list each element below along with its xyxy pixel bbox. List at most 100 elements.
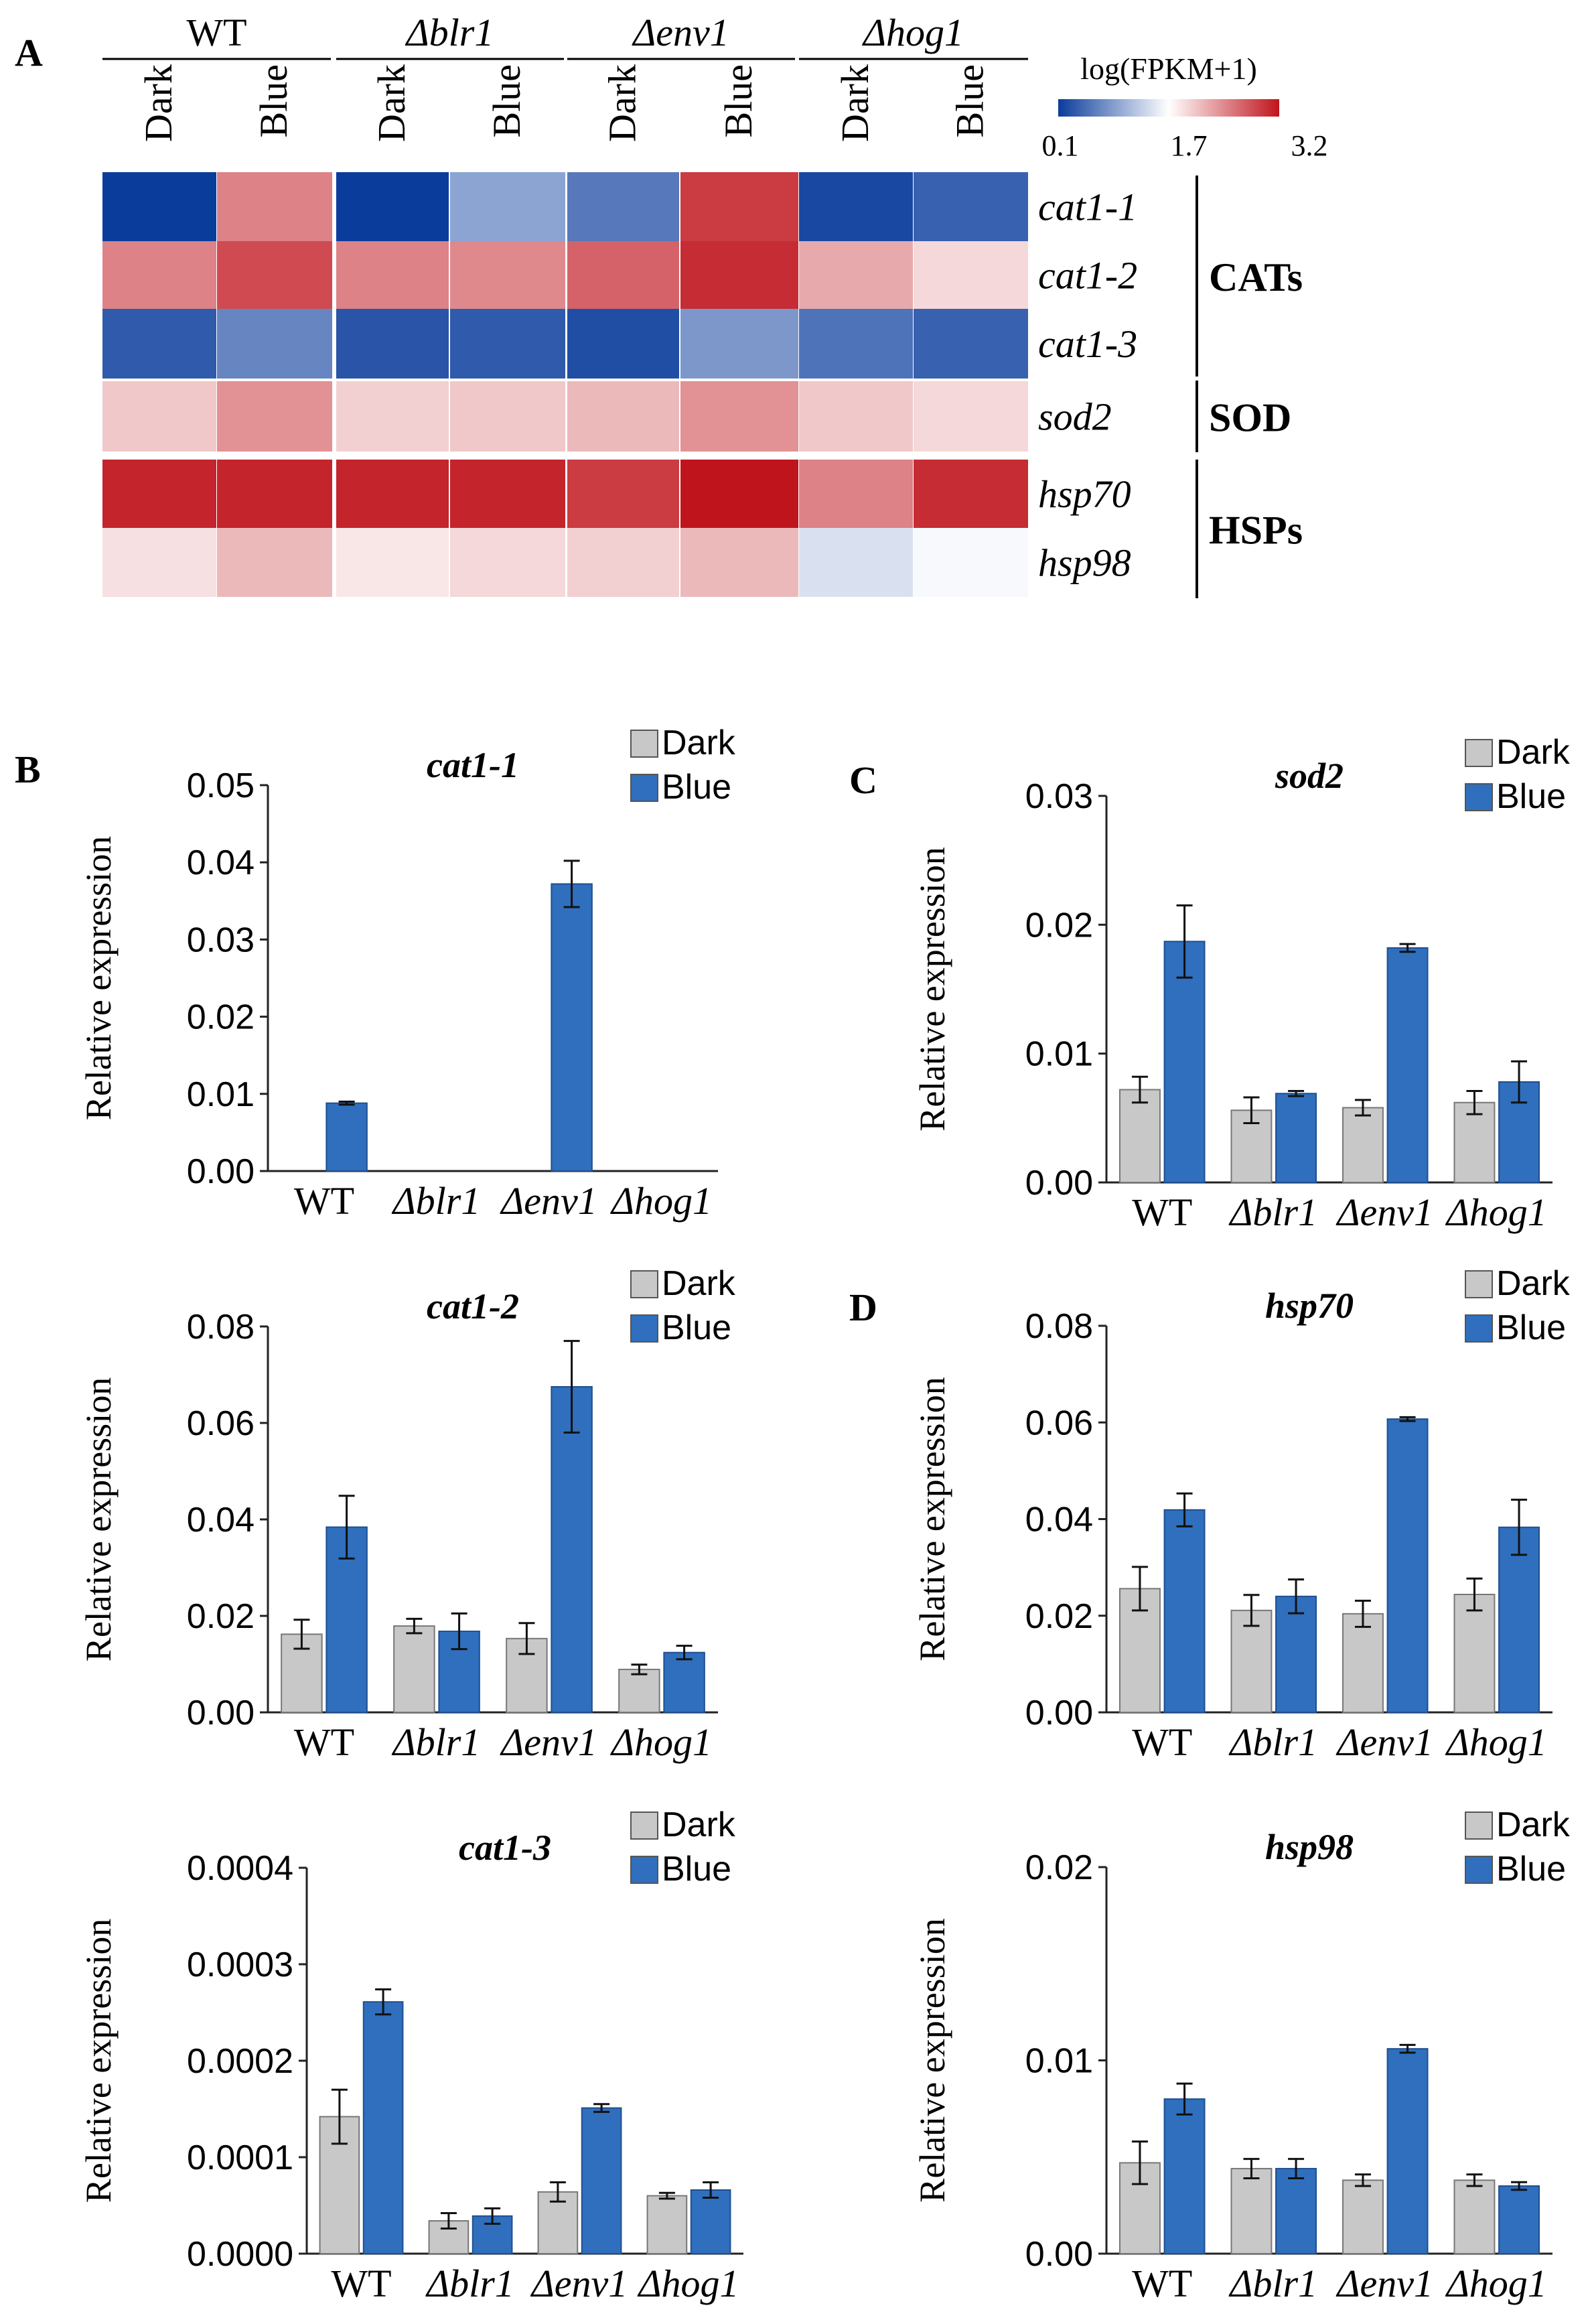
heatmap-cell-cat1-3-Δblr1-Dark xyxy=(336,309,449,379)
heatmap-strain-header: Δblr1 xyxy=(405,11,494,54)
y-tick-label: 0.0000 xyxy=(187,2235,293,2274)
bar-blue-Δenv1 xyxy=(581,2107,622,2255)
heatmap-condition-header: Dark xyxy=(137,64,180,142)
legend-swatch-dark xyxy=(630,1270,658,1298)
bar-blue-WT xyxy=(326,1102,368,1172)
chart-hsp98: 0.00 0.01 0.02 Relative expression hsp98 Dark… xyxy=(912,1805,1571,2305)
legend-swatch-dark xyxy=(630,1812,658,1840)
heatmap-cell-hsp70-Δenv1-Dark xyxy=(567,460,679,528)
y-tick-label: 0.0003 xyxy=(187,1945,293,1984)
heatmap-cell-cat1-1-Δenv1-Dark xyxy=(567,172,679,241)
heatmap-cell-cat1-1-Δenv1-Blue xyxy=(680,172,798,241)
legend-colorbar xyxy=(1058,99,1279,117)
legend-label-blue: Blue xyxy=(662,768,731,807)
x-tick-label: Δblr1 xyxy=(1228,1190,1317,1234)
x-tick-label: Δenv1 xyxy=(500,1720,597,1764)
y-tick-label: 0.04 xyxy=(1025,1501,1093,1540)
heatmap-cell-hsp98-WT-Dark xyxy=(102,528,216,597)
y-tick-label: 0.01 xyxy=(187,1075,255,1114)
y-tick-label: 0.00 xyxy=(1025,1694,1093,1732)
heatmap-cell-hsp98-Δblr1-Dark xyxy=(336,528,449,597)
heatmap-condition-header: Dark xyxy=(370,64,413,142)
y-tick-label: 0.02 xyxy=(1025,906,1093,945)
x-tick-label: Δhog1 xyxy=(1445,1720,1547,1764)
x-tick-label: Δhog1 xyxy=(1445,1190,1547,1234)
y-tick-label: 0.02 xyxy=(1025,1848,1093,1887)
heatmap-cell-cat1-1-Δblr1-Dark xyxy=(336,172,449,241)
bar-blue-Δhog1 xyxy=(690,2189,731,2254)
x-tick-label: Δhog1 xyxy=(1445,2262,1547,2305)
legend-swatch-blue xyxy=(630,774,658,802)
x-tick-label: WT xyxy=(331,2262,391,2305)
heatmap-cell-sod2-Δhog1-Blue xyxy=(914,381,1028,452)
legend-max-label: 3.2 xyxy=(1291,129,1328,162)
heatmap-cell-hsp98-Δhog1-Dark xyxy=(799,528,913,597)
y-axis-label: Relative expression xyxy=(912,1918,952,2202)
bar-blue-Δenv1 xyxy=(551,883,593,1172)
legend-label-dark: Dark xyxy=(1496,1264,1571,1303)
heatmap-cell-cat1-3-WT-Blue xyxy=(217,309,332,379)
legend-label-blue: Blue xyxy=(1496,1850,1566,1889)
heatmap-cell-hsp98-Δhog1-Blue xyxy=(914,528,1028,597)
panel-label-c: C xyxy=(849,758,877,802)
legend-mid-label: 1.7 xyxy=(1171,129,1208,162)
heatmap-cell-sod2-Δenv1-Blue xyxy=(680,381,798,452)
heatmap-cell-hsp98-Δenv1-Dark xyxy=(567,528,679,597)
x-tick-label: WT xyxy=(294,1179,354,1223)
legend-swatch-blue xyxy=(1465,1314,1493,1343)
panel-label-b: B xyxy=(15,748,41,791)
y-axis-label: Relative expression xyxy=(78,836,119,1120)
bar-blue-Δenv1 xyxy=(1386,2048,1429,2254)
bar-blue-Δblr1 xyxy=(1275,1093,1317,1184)
y-axis-label: Relative expression xyxy=(912,847,952,1131)
y-tick-label: 0.05 xyxy=(187,766,255,805)
chart-hsp70: 0.00 0.02 0.04 0.06 0.08 Relative expression h… xyxy=(912,1264,1571,1764)
y-tick-label: 0.04 xyxy=(187,1501,255,1540)
legend-title: log(FPKM+1) xyxy=(1080,52,1257,86)
heatmap-cell-hsp98-WT-Blue xyxy=(217,528,332,597)
heatmap-group-label: SOD xyxy=(1209,396,1291,440)
heatmap-cell-cat1-2-Δhog1-Dark xyxy=(799,241,913,309)
bar-dark-Δhog1 xyxy=(1453,1594,1496,1713)
x-tick-label: WT xyxy=(1132,1190,1192,1234)
heatmap-cell-cat1-2-Δhog1-Blue xyxy=(914,241,1028,309)
y-tick-label: 0.03 xyxy=(187,920,255,959)
x-tick-label: WT xyxy=(294,1720,354,1764)
heatmap-cell-hsp98-Δblr1-Blue xyxy=(450,528,565,597)
bar-blue-Δenv1 xyxy=(551,1386,593,1713)
heatmap-cell-cat1-2-Δenv1-Blue xyxy=(680,241,798,309)
y-tick-label: 0.00 xyxy=(187,1694,255,1732)
chart-title: hsp98 xyxy=(1265,1827,1354,1867)
x-tick-label: WT xyxy=(1132,1720,1192,1764)
x-tick-label: Δblr1 xyxy=(392,1720,481,1764)
chart-cat1-1: 0.00 0.01 0.02 0.03 0.04 0.05 Relative express… xyxy=(78,724,736,1223)
bar-blue-Δblr1 xyxy=(1275,2168,1317,2255)
y-tick-label: 0.04 xyxy=(187,843,255,882)
heatmap-cell-hsp98-Δenv1-Blue xyxy=(680,528,798,597)
y-tick-label: 0.03 xyxy=(1025,777,1093,816)
bar-blue-Δblr1 xyxy=(1275,1595,1317,1713)
panel-label-d: D xyxy=(849,1286,877,1329)
x-tick-label: Δblr1 xyxy=(1228,1720,1317,1764)
legend-label-blue: Blue xyxy=(1496,1308,1566,1347)
heatmap-condition-header: Dark xyxy=(601,64,644,142)
y-tick-label: 0.02 xyxy=(1025,1597,1093,1636)
heatmap-gene-label: hsp98 xyxy=(1038,541,1131,585)
y-tick-label: 0.01 xyxy=(1025,2042,1093,2081)
heatmap-condition-header: Blue xyxy=(252,64,295,138)
chart-sod2: 0.00 0.01 0.02 0.03 Relative expression sod2 D… xyxy=(912,733,1571,1234)
bar-blue-WT xyxy=(362,2001,404,2254)
heatmap-cell-cat1-3-WT-Dark xyxy=(102,309,216,379)
panel-label-a: A xyxy=(15,31,43,74)
y-tick-label: 0.02 xyxy=(187,1597,255,1636)
bar-dark-Δblr1 xyxy=(1230,1609,1273,1713)
bar-dark-Δhog1 xyxy=(1453,1101,1496,1183)
legend-label-dark: Dark xyxy=(662,724,736,762)
heatmap-cell-sod2-Δblr1-Dark xyxy=(336,381,449,452)
bar-blue-Δhog1 xyxy=(663,1651,705,1713)
bar-dark-WT xyxy=(1118,1089,1161,1184)
legend-label-blue: Blue xyxy=(662,1308,731,1347)
heatmap-cell-hsp70-WT-Blue xyxy=(217,460,332,528)
heatmap-cell-cat1-1-Δblr1-Blue xyxy=(450,172,565,241)
